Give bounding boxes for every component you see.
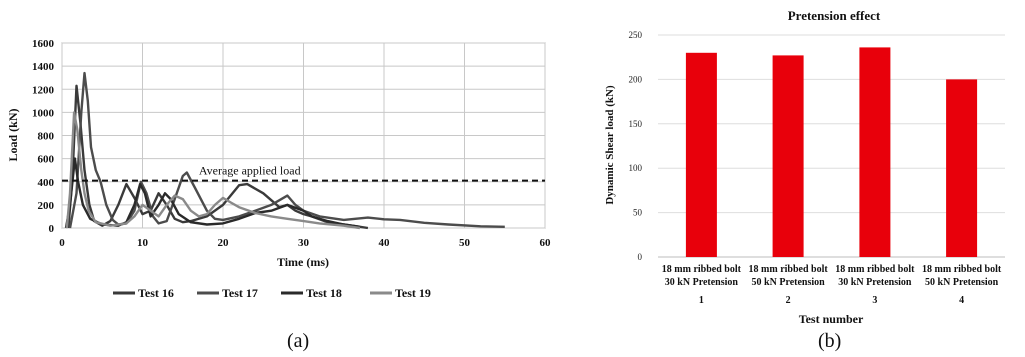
- x-category-labels: 18 mm ribbed bolt 30 kN Pretension 1 18 mm …: [662, 264, 1002, 306]
- bar-1: [685, 52, 717, 257]
- y-tick-label: 200: [629, 74, 643, 84]
- legend-label: Test 19: [395, 286, 431, 300]
- category-label-line1: 18 mm ribbed bolt: [662, 264, 742, 275]
- category-label-line2: 50 kN Pretension: [752, 277, 826, 288]
- category-label-line1: 18 mm ribbed bolt: [749, 264, 829, 275]
- x-axis-label: Test number: [799, 312, 864, 326]
- y-tick-label: 100: [629, 163, 643, 173]
- series-line-1: [67, 84, 369, 230]
- y-tick-label: 400: [38, 177, 55, 189]
- category-label-line1: 18 mm ribbed bolt: [922, 264, 1002, 275]
- pretension-bar-chart: Pretension effect 0 50 100 150 200 250 18 mm …: [604, 8, 1005, 326]
- y-tick-label: 600: [38, 154, 55, 166]
- y-tick-labels: 0 200 400 600 800 1000 1200 1400 1600: [32, 38, 55, 235]
- test-number-label: 4: [959, 295, 964, 306]
- category-label-line2: 30 kN Pretension: [838, 277, 912, 288]
- y-axis-label: Load (kN): [6, 108, 20, 161]
- y-tick-label: 1400: [32, 61, 55, 73]
- y-tick-label: 1200: [32, 84, 55, 96]
- bar-4: [946, 79, 978, 258]
- series-line-3: [64, 157, 361, 229]
- y-tick-label: 250: [629, 30, 643, 40]
- series-lines: [64, 71, 505, 230]
- y-tick-label: 150: [629, 119, 643, 129]
- y-tick-label: 50: [633, 208, 643, 218]
- legend-label: Test 16: [138, 286, 174, 300]
- test-number-label: 3: [872, 295, 877, 306]
- category-label-line2: 30 kN Pretension: [665, 277, 739, 288]
- category-label-line1: 18 mm ribbed bolt: [835, 264, 915, 275]
- x-axis-label: Time (ms): [277, 255, 329, 269]
- chart-title: Pretension effect: [788, 8, 881, 23]
- x-tick-label: 10: [137, 237, 149, 249]
- panel-label-b: (b): [818, 330, 842, 352]
- x-tick-labels: 0 10 20 30 40 50 60: [59, 237, 551, 249]
- x-tick-label: 20: [218, 237, 230, 249]
- bar-3: [859, 47, 891, 258]
- category-label-line2: 50 kN Pretension: [925, 277, 999, 288]
- test-number-label: 2: [786, 295, 791, 306]
- legend: Test 16 Test 17 Test 18 Test 19: [113, 286, 431, 300]
- y-tick-label: 0: [638, 252, 643, 262]
- x-tick-label: 50: [459, 237, 471, 249]
- x-tick-label: 60: [540, 237, 552, 249]
- panel-label-a: (a): [287, 330, 310, 352]
- test-number-label: 1: [699, 295, 704, 306]
- series-line-4: [65, 111, 361, 230]
- x-tick-label: 40: [379, 237, 391, 249]
- series-line-2: [68, 71, 505, 229]
- legend-label: Test 17: [222, 286, 258, 300]
- y-tick-label: 1600: [32, 38, 55, 50]
- y-tick-label: 800: [38, 131, 55, 143]
- bar-2: [772, 55, 804, 258]
- y-tick-label: 1000: [32, 107, 55, 119]
- y-axis-label: Dynamic Shear load (kN): [604, 85, 616, 205]
- legend-label: Test 18: [306, 286, 342, 300]
- average-load-label: Average applied load: [199, 164, 301, 178]
- y-tick-label: 0: [49, 223, 55, 235]
- load-time-chart: 0 200 400 600 800 1000 1200 1400 1600 0 10 20 30 40 5…: [6, 38, 551, 300]
- x-tick-label: 30: [298, 237, 310, 249]
- y-tick-labels: 0 50 100 150 200 250: [629, 30, 643, 262]
- x-tick-label: 0: [59, 237, 65, 249]
- y-tick-label: 200: [38, 200, 55, 212]
- bars: [685, 47, 978, 258]
